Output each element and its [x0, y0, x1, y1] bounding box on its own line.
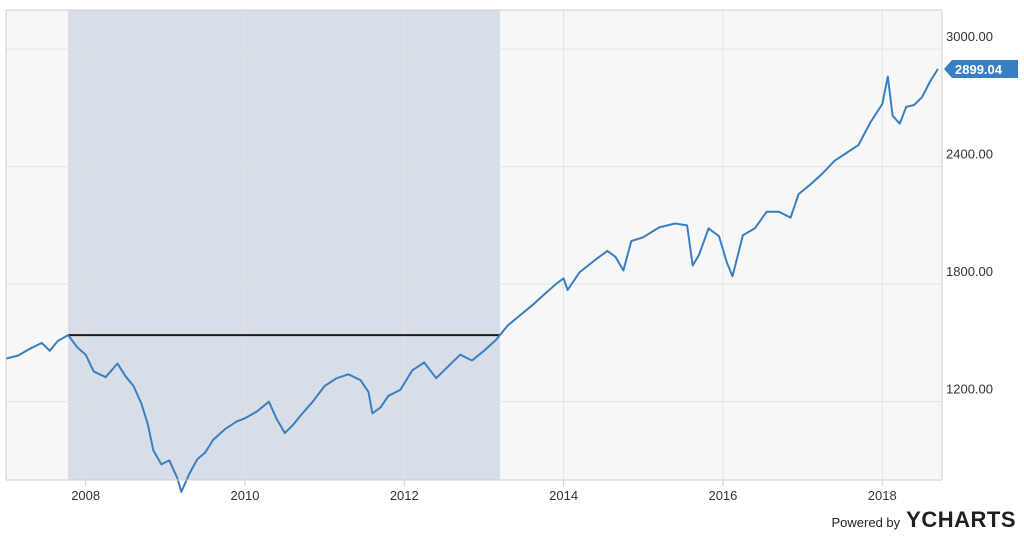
- x-tick-label-2012: 2012: [390, 488, 419, 503]
- y-tick-label-3000.00: 3000.00: [946, 29, 993, 44]
- x-tick-label-2010: 2010: [231, 488, 260, 503]
- last-value-tag-shape: [944, 59, 1018, 78]
- last-value-tag: 2899.04: [944, 59, 1018, 78]
- powered-by-branding[interactable]: Powered by YCHARTS: [832, 507, 1017, 533]
- axis-layer: 2008 2010 2012 2014 2016 2018 1200.00 1800.00 24…: [5, 9, 993, 503]
- ycharts-logo: YCHARTS: [906, 507, 1016, 532]
- x-tick-label-2014: 2014: [549, 488, 578, 503]
- series-line-0: [5, 68, 939, 493]
- y-tick-label-1200.00: 1200.00: [946, 382, 993, 397]
- series-layer: [5, 68, 939, 493]
- x-tick-label-2016: 2016: [708, 488, 737, 503]
- y-tick-label-1800.00: 1800.00: [946, 264, 993, 279]
- grid-layer: [6, 10, 942, 480]
- x-tick-label-2008: 2008: [71, 488, 100, 503]
- last-value-tag-label: 2899.04: [955, 62, 1003, 77]
- shaded-region: [68, 10, 500, 480]
- x-tick-label-2018: 2018: [868, 488, 897, 503]
- powered-by-text: Powered by: [831, 515, 901, 530]
- y-tick-label-2400.00: 2400.00: [946, 147, 993, 162]
